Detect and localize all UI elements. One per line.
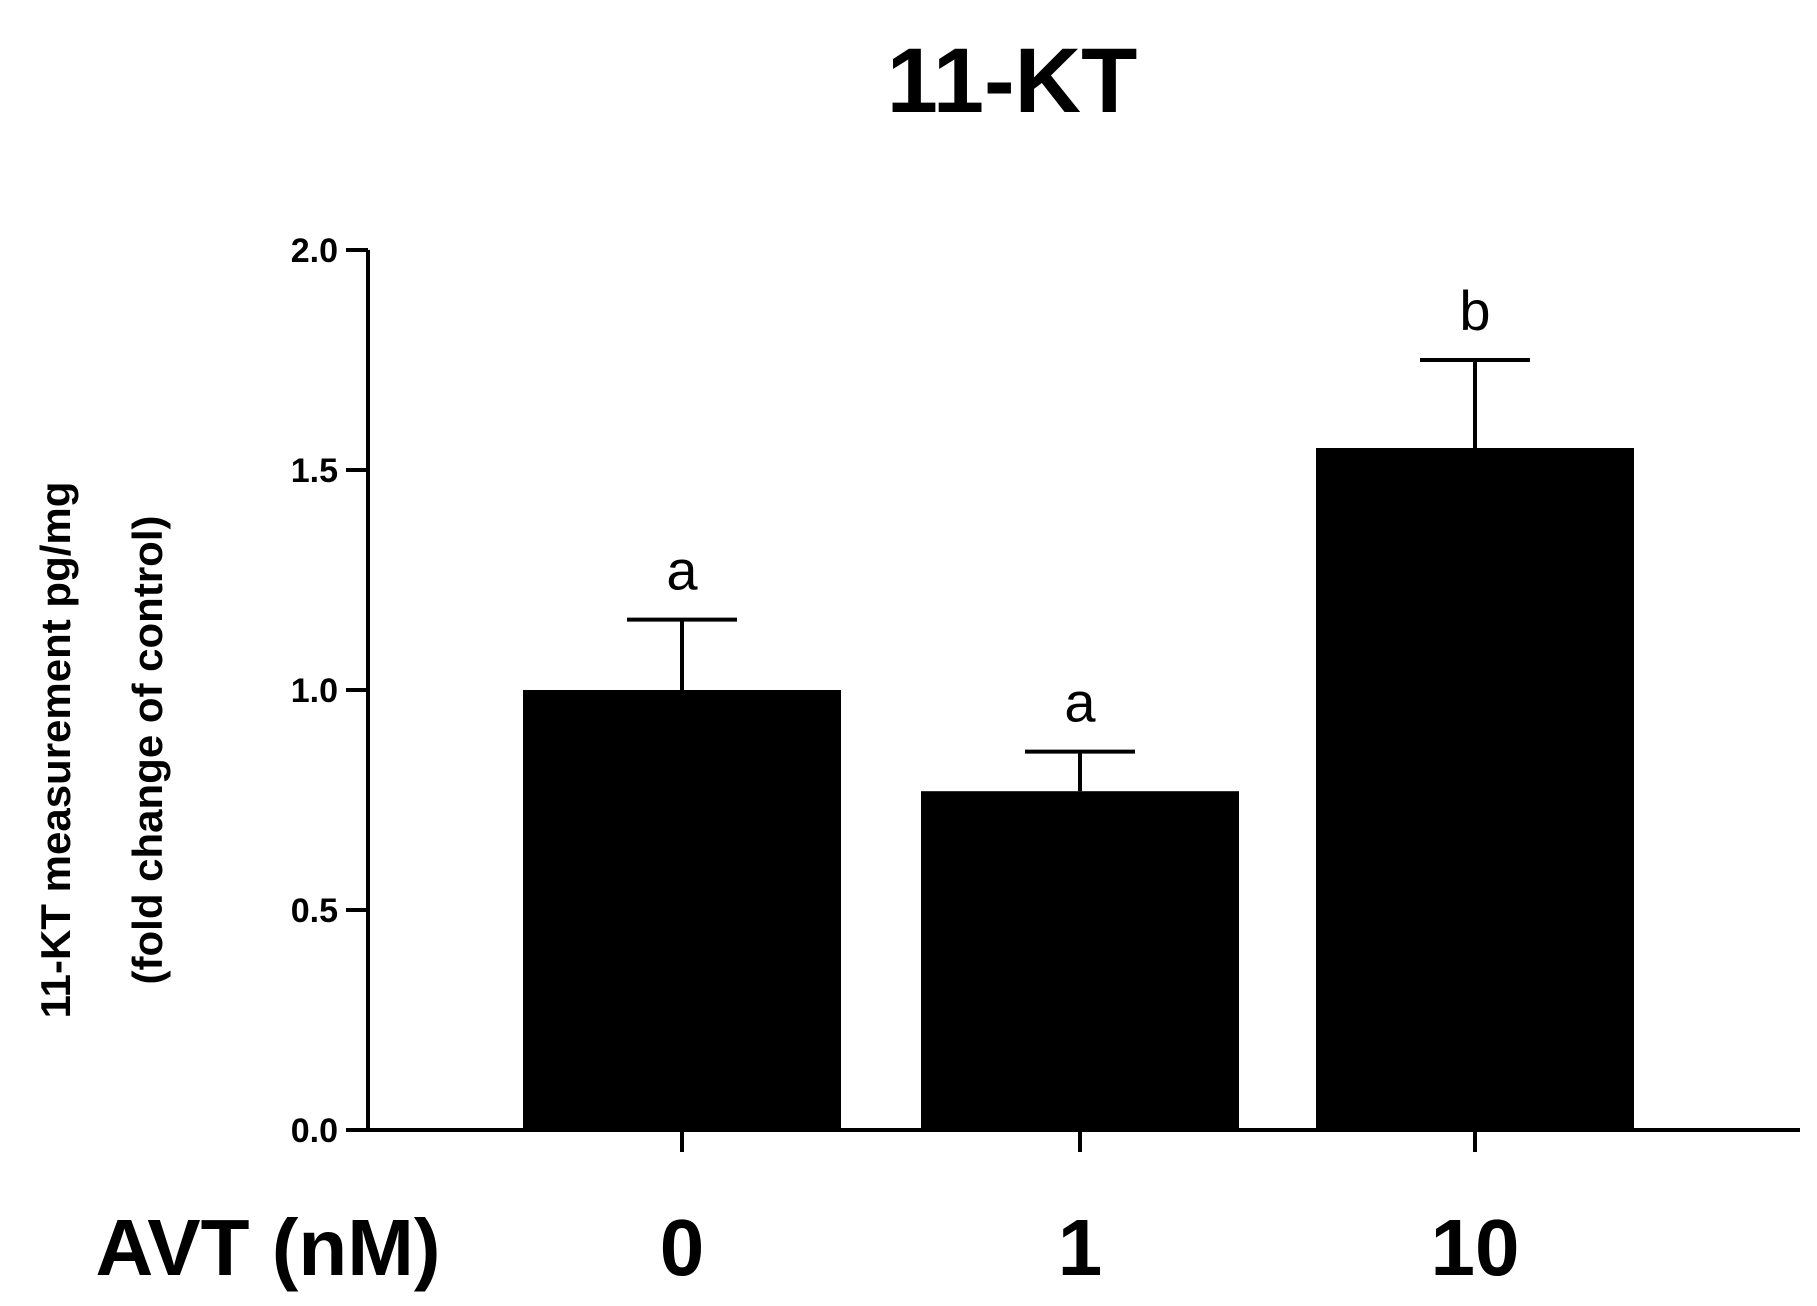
y-tick-label: 1.5 [291, 452, 338, 490]
y-tick-label: 0.5 [291, 892, 338, 930]
y-axis-label: 11-KT measurement pg/mg [32, 482, 79, 1019]
significance-label-1: a [1064, 671, 1096, 734]
bar-0 [523, 690, 841, 1130]
significance-label-0: a [666, 539, 698, 602]
x-category-label: 10 [1431, 1203, 1520, 1292]
bar-1 [921, 791, 1239, 1130]
chart-title: 11-KT [887, 30, 1138, 132]
x-category-label: 1 [1058, 1203, 1103, 1292]
y-tick-label: 0.0 [291, 1112, 338, 1150]
plot-area: 0.0 0.5 1.0 1.5 2.0 a 0 a 1 b 10 [291, 232, 1800, 1292]
y-tick-label: 1.0 [291, 672, 338, 710]
y-tick-label: 2.0 [291, 232, 338, 270]
x-category-label: 0 [660, 1203, 705, 1292]
y-axis-label-line2: (fold change of control) [124, 516, 171, 985]
x-axis-label: AVT (nM) [95, 1203, 440, 1292]
significance-label-10: b [1459, 279, 1490, 342]
bar-10 [1316, 448, 1634, 1130]
